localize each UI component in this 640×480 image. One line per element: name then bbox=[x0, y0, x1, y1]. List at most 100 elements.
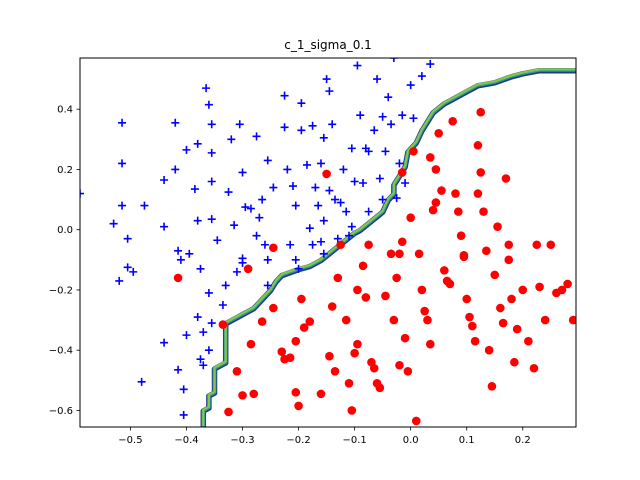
plus-point bbox=[364, 147, 373, 156]
plus-point bbox=[109, 219, 118, 228]
circle-point bbox=[389, 315, 399, 325]
circle-point bbox=[487, 382, 497, 391]
circle-point bbox=[504, 255, 514, 265]
plus-point bbox=[160, 175, 169, 184]
y-axis: −0.6 −0.4 −0.2 0.0 0.2 0.4 bbox=[49, 105, 80, 417]
circle-point bbox=[456, 231, 466, 241]
circle-point bbox=[420, 306, 429, 316]
plus-point bbox=[305, 224, 314, 233]
plus-point bbox=[207, 177, 216, 186]
plus-point bbox=[171, 165, 180, 174]
plus-point bbox=[373, 75, 382, 84]
circle-point bbox=[333, 273, 343, 283]
plus-point bbox=[347, 144, 356, 153]
circle-point bbox=[341, 315, 351, 325]
circle-point bbox=[512, 324, 522, 334]
circle-point bbox=[277, 347, 287, 356]
y-tick-label: 0.2 bbox=[57, 165, 73, 176]
plus-point bbox=[174, 246, 183, 255]
circle-point bbox=[425, 153, 435, 162]
circle-point bbox=[305, 317, 315, 326]
plus-point bbox=[294, 264, 303, 273]
plus-point bbox=[345, 231, 354, 240]
circle-point bbox=[518, 285, 528, 295]
plus-point bbox=[193, 216, 202, 225]
circle-point bbox=[246, 339, 256, 349]
circle-point bbox=[269, 243, 278, 253]
plus-point bbox=[356, 111, 365, 120]
plus-point bbox=[350, 177, 359, 186]
plus-point bbox=[118, 201, 127, 210]
circle-point bbox=[238, 391, 247, 400]
circle-point bbox=[297, 294, 306, 304]
circle-point bbox=[454, 207, 463, 216]
plus-point bbox=[401, 179, 410, 188]
plus-point bbox=[283, 165, 292, 174]
circle-point bbox=[540, 315, 550, 325]
plus-point bbox=[199, 361, 208, 370]
circle-point bbox=[411, 416, 421, 426]
plus-point bbox=[196, 355, 205, 364]
plus-point bbox=[204, 100, 213, 109]
plus-point bbox=[207, 120, 216, 129]
plus-point bbox=[207, 319, 216, 328]
circle-point bbox=[434, 129, 443, 138]
plus-point bbox=[176, 255, 185, 264]
plus-point bbox=[331, 195, 340, 204]
circle-point bbox=[350, 348, 359, 358]
plus-point bbox=[319, 216, 328, 225]
circle-point bbox=[510, 357, 519, 367]
plus-point bbox=[260, 240, 269, 249]
circle-point bbox=[451, 189, 460, 198]
x-tick-label: −0.5 bbox=[118, 435, 142, 446]
plus-point bbox=[392, 194, 401, 203]
plus-point bbox=[325, 87, 334, 96]
circle-point bbox=[327, 302, 337, 311]
plus-point bbox=[333, 234, 342, 243]
circle-point bbox=[490, 270, 500, 280]
circle-point bbox=[395, 249, 404, 259]
plus-point bbox=[269, 183, 278, 192]
circle-point bbox=[479, 207, 488, 216]
plus-point bbox=[190, 185, 199, 194]
plus-point bbox=[252, 231, 261, 240]
plus-point bbox=[291, 201, 300, 210]
y-tick-label: 0.0 bbox=[57, 225, 73, 236]
plus-point bbox=[302, 160, 311, 169]
plus-point bbox=[80, 189, 84, 198]
circle-point bbox=[532, 240, 542, 250]
circle-point bbox=[353, 285, 362, 295]
circle-point bbox=[563, 279, 572, 289]
plus-point bbox=[182, 331, 191, 340]
plus-point bbox=[378, 195, 387, 204]
plus-point bbox=[193, 313, 202, 322]
circle-point bbox=[325, 351, 334, 361]
circle-point bbox=[498, 318, 508, 328]
circle-point bbox=[409, 147, 418, 156]
plus-point bbox=[160, 222, 169, 231]
circle-point bbox=[423, 315, 432, 325]
x-tick-label: −0.1 bbox=[342, 435, 366, 446]
x-tick-label: −0.4 bbox=[174, 435, 198, 446]
circle-point bbox=[504, 240, 514, 250]
plus-point bbox=[288, 182, 297, 191]
plus-point bbox=[221, 281, 230, 290]
plus-point bbox=[297, 126, 306, 135]
plus-point bbox=[174, 365, 183, 374]
plus-point bbox=[342, 207, 351, 216]
circle-point bbox=[568, 315, 576, 325]
circle-point bbox=[425, 339, 435, 349]
circle-point bbox=[439, 266, 449, 275]
circle-point bbox=[484, 345, 494, 355]
plus-point bbox=[118, 118, 127, 127]
y-tick-label: 0.4 bbox=[57, 105, 73, 116]
circle-point bbox=[224, 407, 233, 417]
plus-point bbox=[280, 123, 289, 132]
plus-point bbox=[325, 186, 334, 195]
plus-point bbox=[115, 276, 124, 285]
decision-boundary-line-3 bbox=[202, 68, 576, 427]
plot-area bbox=[80, 58, 576, 427]
chart-title: c_1_sigma_0.1 bbox=[284, 38, 372, 52]
plus-point bbox=[123, 234, 132, 243]
plus-point bbox=[381, 147, 390, 156]
